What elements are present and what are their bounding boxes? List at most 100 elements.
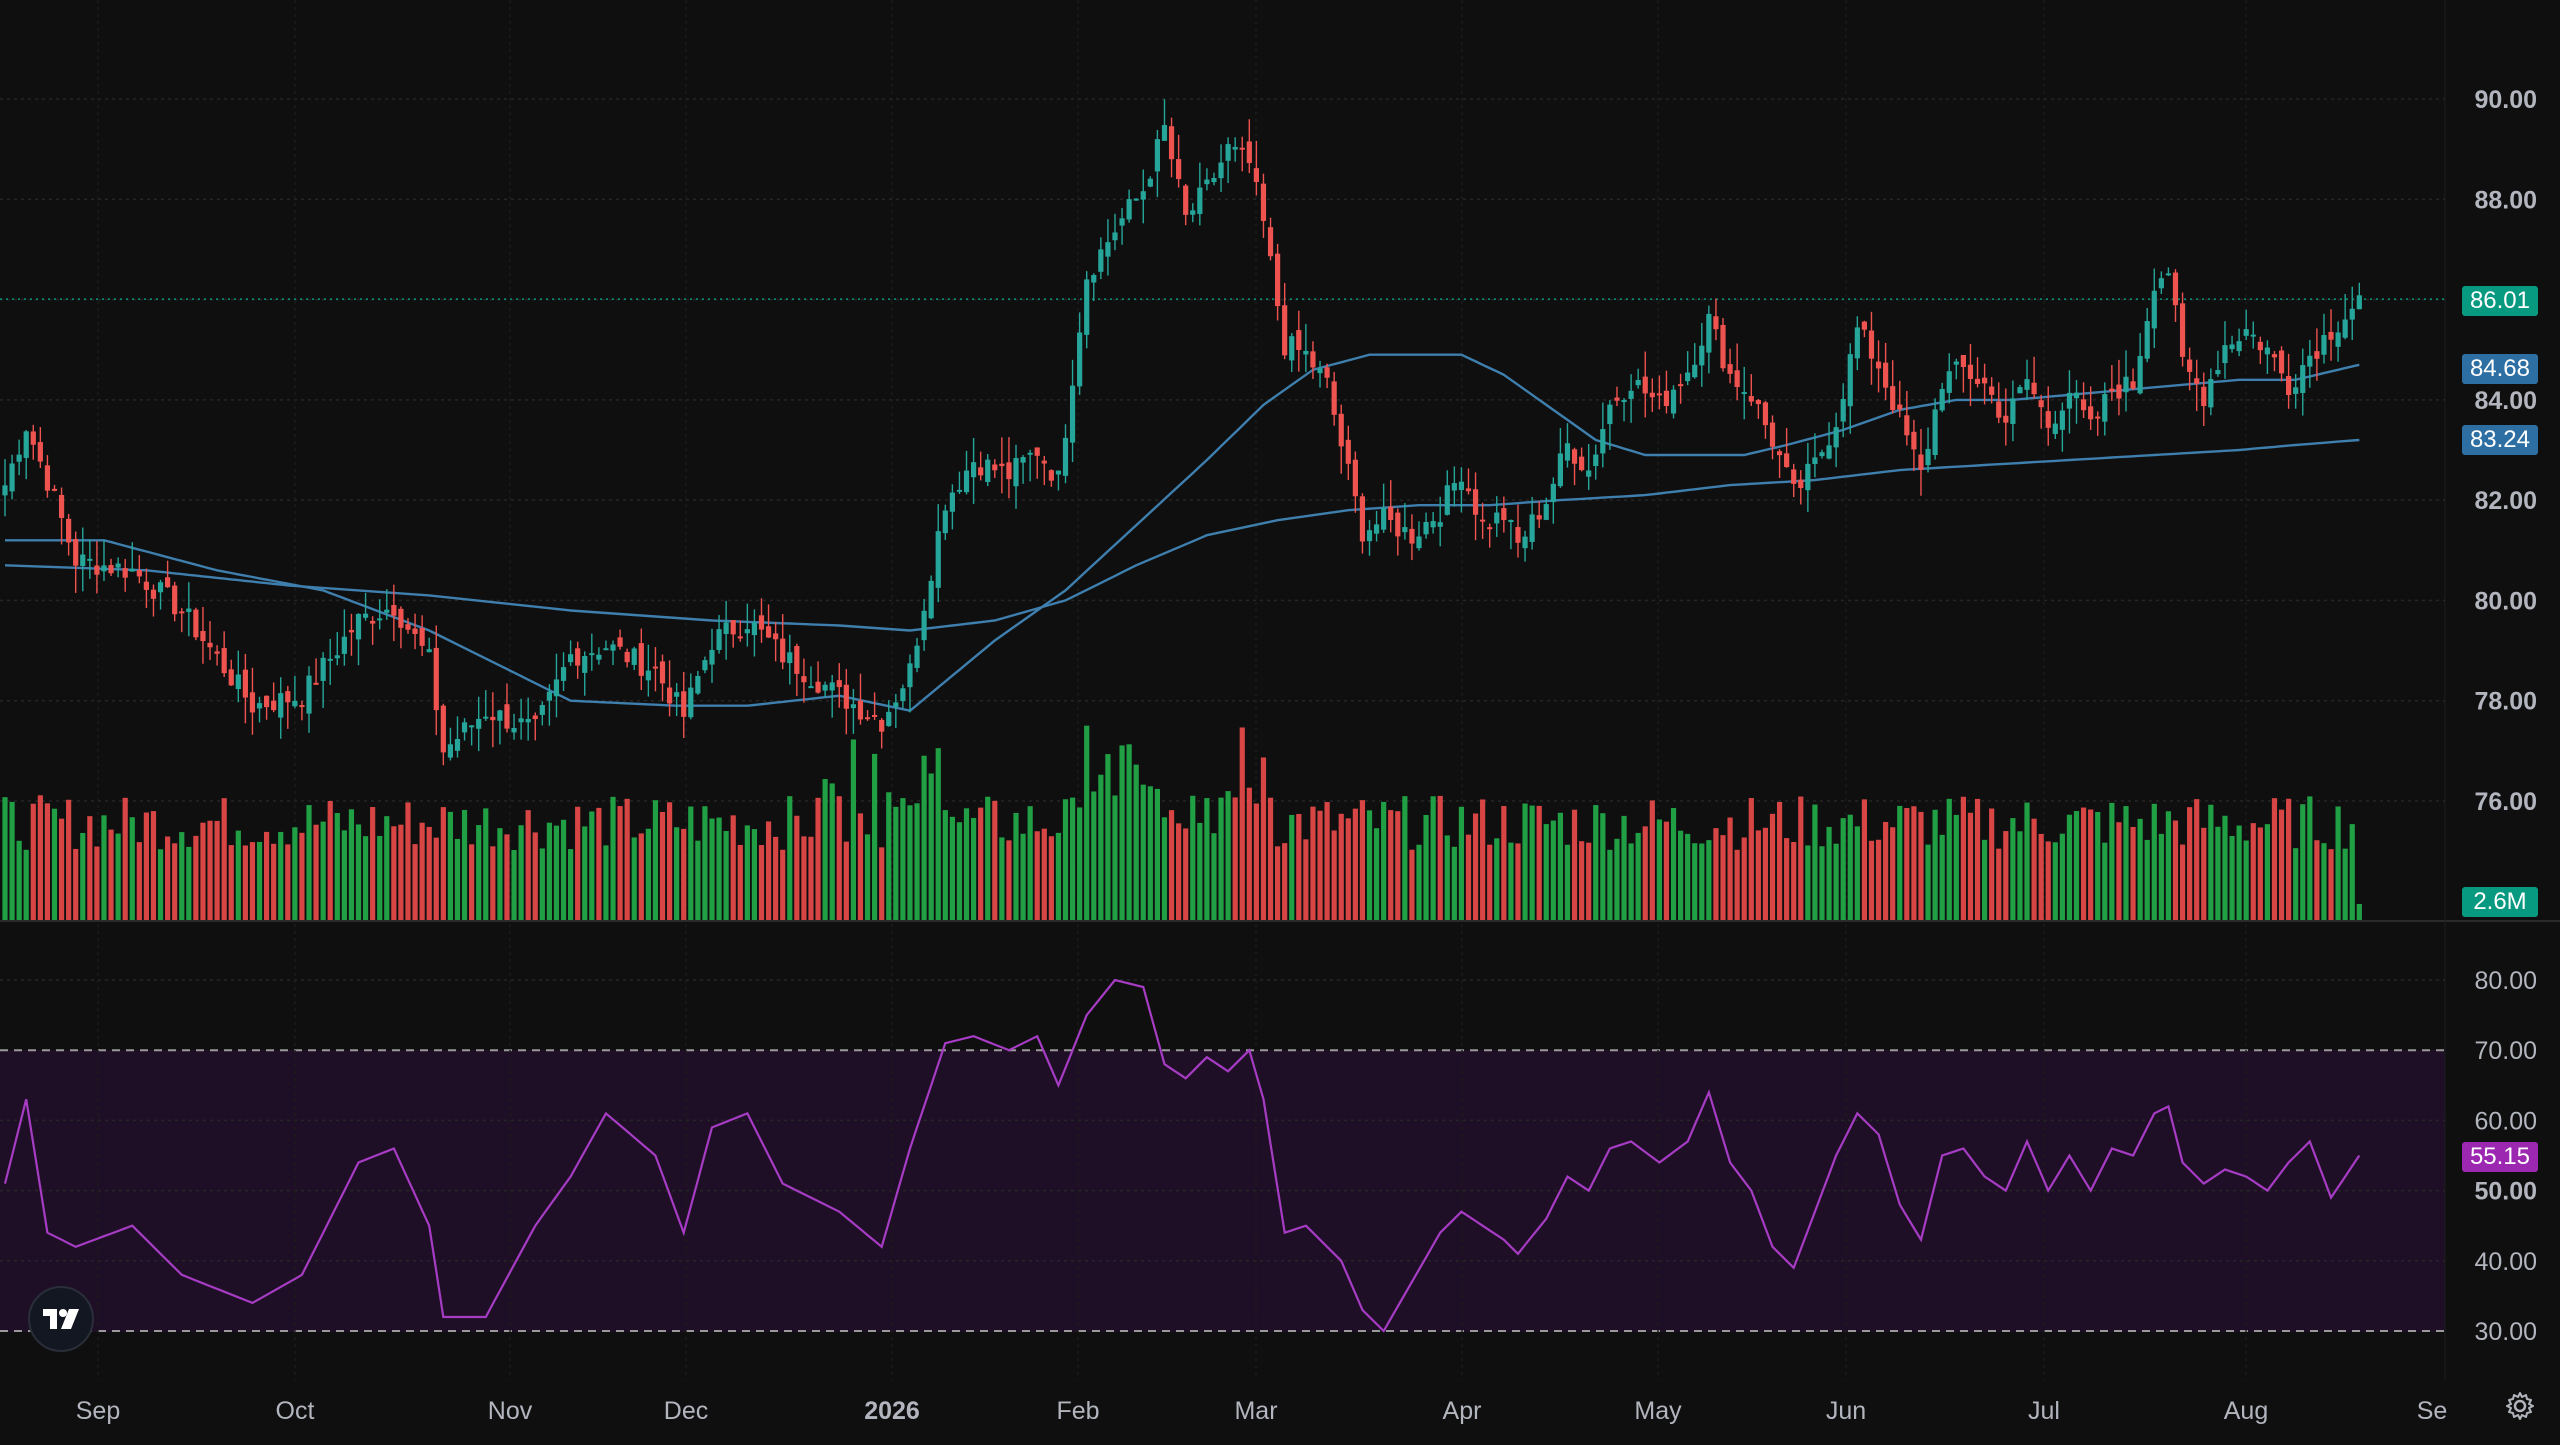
candle-body — [1246, 141, 1252, 164]
volume-bar — [1692, 843, 1698, 920]
volume-bar — [2314, 840, 2320, 920]
volume-bar — [2356, 904, 2362, 920]
candle-body — [1656, 393, 1662, 396]
candle-body — [1875, 361, 1882, 369]
candle-body — [2356, 295, 2362, 310]
candle-body — [716, 629, 722, 650]
candle-body — [1706, 313, 1712, 353]
volume-bar — [1529, 805, 1535, 920]
candle-body — [560, 667, 567, 681]
candle-body — [1536, 515, 1542, 520]
candle-body — [1239, 147, 1245, 150]
volume-bar — [751, 829, 758, 920]
volume-bar — [1812, 804, 1818, 920]
volume-bar — [1366, 810, 1373, 920]
candle-body — [1168, 126, 1175, 160]
tradingview-logo[interactable] — [28, 1286, 94, 1352]
volume-bar — [235, 830, 241, 920]
candle-body — [370, 620, 376, 624]
volume-bar — [1197, 822, 1203, 920]
candle-body — [751, 622, 758, 636]
price-tick-label: 78.00 — [2474, 688, 2537, 716]
settings-gear-button[interactable] — [2500, 1386, 2540, 1426]
candle-body — [433, 647, 439, 711]
volume-bar — [1989, 808, 1995, 920]
volume-bar — [723, 831, 729, 920]
candle-body — [2194, 378, 2200, 384]
volume-bar — [1579, 841, 1585, 920]
candle-body — [398, 608, 404, 628]
candle-body — [1055, 470, 1062, 475]
volume-bar — [1190, 795, 1196, 920]
candle-body — [2328, 331, 2334, 340]
volume-bar — [532, 832, 538, 920]
volume-bar — [801, 836, 807, 920]
volume-bar — [2095, 811, 2101, 920]
candle-body — [80, 554, 86, 567]
candle-body — [1861, 321, 1868, 330]
volume-bar — [2271, 798, 2278, 920]
candle-body — [1013, 458, 1019, 487]
volume-bar — [631, 837, 637, 920]
volume-bar — [2024, 802, 2030, 920]
candle-body — [1996, 401, 2002, 418]
volume-bar — [546, 822, 552, 920]
volume-bar — [928, 773, 934, 920]
volume-bar — [787, 796, 793, 920]
candle-body — [2052, 423, 2058, 435]
candle-body — [101, 565, 107, 572]
candle-body — [1727, 364, 1733, 374]
candle-body — [1218, 162, 1224, 179]
volume-bar — [970, 817, 977, 920]
candle-body — [263, 695, 270, 708]
candle-body — [476, 718, 482, 729]
candle-body — [886, 711, 892, 727]
candle-body — [575, 648, 581, 666]
candle-body — [1593, 454, 1599, 467]
candle-body — [652, 666, 659, 669]
candle-body — [2080, 399, 2087, 411]
candle-body — [1465, 488, 1472, 492]
candle-body — [1345, 439, 1351, 464]
volume-bar — [2278, 809, 2285, 920]
candle-body — [2293, 387, 2299, 394]
candle-body — [1296, 330, 1302, 351]
candle-body — [1769, 422, 1776, 447]
candle-body — [94, 565, 100, 575]
candle-body — [681, 691, 687, 717]
candle-body — [2137, 356, 2143, 394]
volume-bar — [1126, 744, 1132, 920]
candle-body — [1953, 361, 1959, 365]
candle-body — [299, 705, 305, 708]
candle-body — [907, 663, 913, 688]
candle-body — [2038, 400, 2044, 408]
candle-body — [172, 585, 178, 615]
volume-bar — [313, 824, 319, 920]
candle-body — [730, 620, 736, 635]
candle-body — [355, 613, 362, 640]
ma-slow-line — [4, 438, 2360, 632]
candle-body — [2236, 341, 2242, 352]
volume-bar — [808, 836, 814, 920]
volume-bar — [1359, 800, 1366, 920]
volume-bar — [617, 806, 623, 920]
volume-bar — [1706, 840, 1712, 920]
candle-body — [1904, 415, 1910, 436]
volume-bar — [490, 846, 496, 920]
time-axis-label: Mar — [1234, 1397, 1277, 1425]
candle-body — [2172, 272, 2179, 306]
volume-bar — [1798, 796, 1804, 920]
volume-bar — [150, 811, 157, 920]
candle-body — [461, 722, 468, 733]
candle-body — [2017, 387, 2023, 394]
volume-bar — [1119, 745, 1125, 920]
volume-bar — [794, 815, 800, 920]
candle-body — [1868, 330, 1875, 359]
volume-bar — [419, 822, 425, 920]
volume-bar — [985, 796, 991, 920]
time-axis-label: 2026 — [864, 1397, 920, 1425]
candle-body — [1784, 453, 1790, 468]
volume-bar — [681, 828, 687, 920]
